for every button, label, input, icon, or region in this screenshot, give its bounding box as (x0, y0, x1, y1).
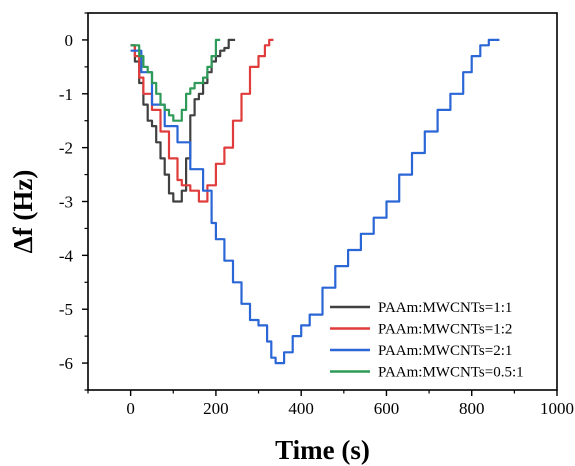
x-axis-title: Time (s) (275, 435, 370, 465)
legend-label: PAAm:MWCNTs=2:1 (378, 343, 512, 359)
x-tick-label: 800 (459, 399, 485, 418)
y-tick-labels: 0 -1 -2 -3 -4 -5 -6 (59, 31, 74, 373)
legend: PAAm:MWCNTs=1:1 PAAm:MWCNTs=1:2 PAAm:MWCNT… (330, 300, 524, 381)
y-axis-title: Δf (Hz) (8, 170, 38, 254)
y-tick-label: 0 (65, 31, 74, 50)
series-line-4 (130, 38, 221, 122)
series-line-2 (130, 38, 274, 203)
y-tick-label: -3 (59, 193, 73, 212)
series-line-3 (130, 38, 500, 365)
x-tick-labels: 0 200 400 600 800 1000 (126, 399, 574, 418)
x-tick-label: 600 (374, 399, 400, 418)
legend-label: PAAm:MWCNTs=1:2 (378, 322, 512, 338)
y-tick-label: -2 (59, 139, 73, 158)
y-tick-label: -5 (59, 300, 73, 319)
plot-frame (87, 12, 558, 391)
axis-ticks (82, 12, 558, 396)
y-tick-label: -4 (59, 246, 74, 265)
y-tick-label: -6 (59, 354, 73, 373)
x-tick-label: 1000 (540, 399, 574, 418)
y-tick-label: -1 (59, 85, 73, 104)
x-tick-label: 0 (126, 399, 135, 418)
legend-label: PAAm:MWCNTs=0.5:1 (378, 365, 524, 381)
plot-lines (130, 38, 500, 365)
x-tick-label: 200 (203, 399, 229, 418)
x-tick-label: 400 (288, 399, 314, 418)
legend-label: PAAm:MWCNTs=1:1 (378, 300, 512, 316)
series-line-1 (130, 38, 236, 203)
